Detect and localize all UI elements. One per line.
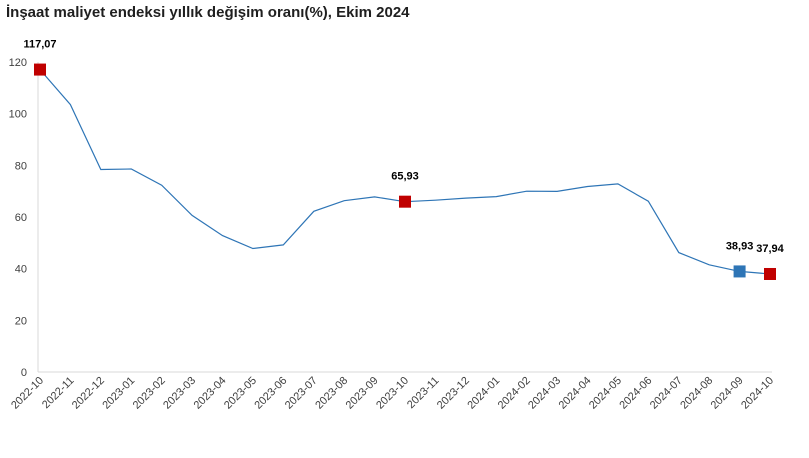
data-marker <box>733 265 746 278</box>
y-tick-label: 60 <box>15 212 27 224</box>
y-tick-labels: 0 20 40 60 80 100 120 <box>9 57 27 379</box>
x-tick-label: 2024-10 <box>739 375 776 412</box>
x-tick-label: 2023-02 <box>131 375 168 412</box>
x-tick-label: 2024-06 <box>617 375 654 412</box>
data-markers <box>34 63 776 280</box>
x-tick-label: 2023-06 <box>252 375 289 412</box>
x-tick-label: 2024-08 <box>678 375 715 412</box>
x-tick-label: 2022-12 <box>70 375 107 412</box>
data-marker <box>764 267 776 280</box>
data-labels: 117,07 65,93 38,93 37,94 <box>23 39 784 255</box>
y-tick-label: 80 <box>15 160 27 172</box>
y-tick-label: 100 <box>9 109 27 121</box>
x-tick-label: 2023-12 <box>435 375 472 412</box>
chart-title: İnşaat maliyet endeksi yıllık değişim or… <box>6 4 410 21</box>
data-marker <box>399 195 411 208</box>
x-tick-label: 2024-07 <box>648 375 685 412</box>
data-label: 65,93 <box>391 171 419 183</box>
data-label: 37,94 <box>756 243 784 255</box>
x-tick-label: 2024-03 <box>526 375 563 412</box>
x-tick-label: 2023-03 <box>161 375 198 412</box>
y-tick-label: 40 <box>15 264 27 276</box>
x-tick-label: 2024-09 <box>709 375 746 412</box>
x-tick-label: 2023-01 <box>100 375 137 412</box>
x-tick-label: 2023-09 <box>344 375 381 412</box>
data-label: 38,93 <box>726 240 754 252</box>
data-marker <box>34 63 46 76</box>
x-tick-label: 2024-01 <box>465 375 502 412</box>
y-tick-label: 0 <box>21 367 27 379</box>
x-tick-label: 2022-10 <box>9 375 46 412</box>
x-tick-label: 2024-04 <box>557 375 594 412</box>
x-tick-label: 2023-07 <box>283 375 320 412</box>
y-tick-label: 120 <box>9 57 27 69</box>
x-tick-label: 2023-05 <box>222 375 259 412</box>
x-tick-labels: 2022-102022-112022-122023-012023-022023-… <box>9 375 776 412</box>
data-label: 117,07 <box>23 39 56 51</box>
x-tick-label: 2023-04 <box>192 375 229 412</box>
x-tick-label: 2024-02 <box>496 375 533 412</box>
x-tick-label: 2023-08 <box>313 375 350 412</box>
x-tick-label: 2024-05 <box>587 375 624 412</box>
x-tick-label: 2023-10 <box>374 375 411 412</box>
y-tick-label: 20 <box>15 315 27 327</box>
